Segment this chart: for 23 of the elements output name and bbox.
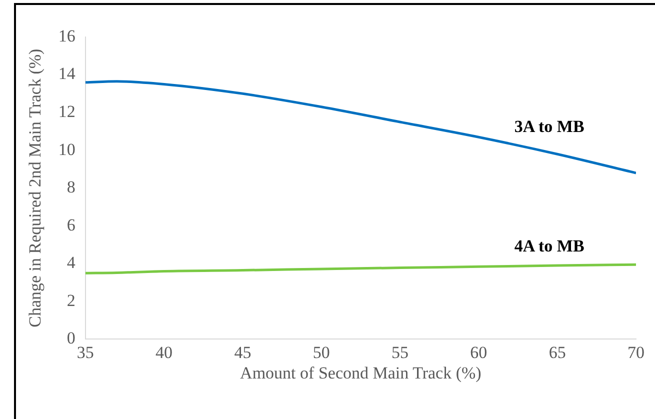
y-tick-label: 4	[66, 253, 76, 272]
x-axis-title: Amount of Second Main Track (%)	[240, 363, 482, 382]
x-tick-label: 70	[628, 342, 644, 362]
y-tick-label: 0	[66, 328, 76, 348]
series-label: 4A to MB	[514, 236, 584, 256]
y-axis-title: Change in Required 2nd Main Track (%)	[26, 48, 45, 328]
line-series	[85, 263, 636, 274]
x-tick-label: 65	[548, 342, 566, 362]
series-label: 3A to MB	[514, 117, 584, 136]
y-tick-label: 10	[58, 140, 76, 159]
y-tick-label: 2	[66, 290, 76, 310]
x-tick-label: 45	[234, 342, 252, 362]
y-tick-label: 16	[58, 26, 76, 46]
x-tick-label: 60	[470, 342, 488, 362]
x-tick-label: 50	[312, 342, 330, 362]
line-series	[85, 80, 636, 174]
x-tick-label: 40	[156, 342, 173, 362]
y-tick-label: 6	[66, 215, 76, 234]
y-tick-label: 8	[66, 178, 76, 197]
x-tick-label: 35	[76, 342, 94, 362]
y-tick-label: 12	[58, 102, 76, 122]
y-tick-label: 14	[58, 64, 76, 84]
x-tick-label: 55	[392, 342, 409, 362]
